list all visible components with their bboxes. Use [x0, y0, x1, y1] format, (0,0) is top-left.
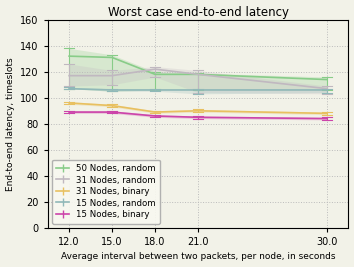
31 Nodes, binary	[110, 104, 114, 107]
Title: Worst case end-to-end latency: Worst case end-to-end latency	[108, 6, 289, 18]
31 Nodes, random	[196, 73, 200, 76]
Line: 15 Nodes, binary: 15 Nodes, binary	[69, 112, 327, 119]
15 Nodes, binary	[110, 111, 114, 114]
X-axis label: Average interval between two packets, per node, in seconds: Average interval between two packets, pe…	[61, 252, 335, 261]
15 Nodes, random	[153, 88, 157, 92]
50 Nodes, random	[196, 73, 200, 76]
15 Nodes, binary	[153, 114, 157, 117]
31 Nodes, binary	[67, 101, 71, 105]
15 Nodes, random	[67, 87, 71, 90]
15 Nodes, binary	[196, 116, 200, 119]
50 Nodes, random	[153, 73, 157, 76]
50 Nodes, random	[325, 78, 329, 81]
15 Nodes, binary	[67, 111, 71, 114]
Line: 31 Nodes, binary: 31 Nodes, binary	[69, 103, 327, 113]
15 Nodes, binary	[325, 117, 329, 120]
31 Nodes, binary	[325, 112, 329, 115]
50 Nodes, random	[110, 56, 114, 59]
31 Nodes, random	[110, 74, 114, 77]
Line: 50 Nodes, random: 50 Nodes, random	[69, 56, 327, 80]
15 Nodes, random	[110, 88, 114, 92]
15 Nodes, random	[325, 88, 329, 92]
31 Nodes, binary	[153, 111, 157, 114]
31 Nodes, binary	[196, 109, 200, 112]
Line: 31 Nodes, random: 31 Nodes, random	[69, 69, 327, 89]
50 Nodes, random	[67, 54, 71, 58]
15 Nodes, random	[196, 88, 200, 92]
31 Nodes, random	[325, 87, 329, 90]
31 Nodes, random	[153, 68, 157, 71]
31 Nodes, random	[67, 74, 71, 77]
Line: 15 Nodes, random: 15 Nodes, random	[69, 89, 327, 90]
Legend: 50 Nodes, random, 31 Nodes, random, 31 Nodes, binary, 15 Nodes, random, 15 Nodes: 50 Nodes, random, 31 Nodes, random, 31 N…	[52, 160, 160, 223]
Y-axis label: End-to-end latency, timeslots: End-to-end latency, timeslots	[6, 57, 15, 191]
